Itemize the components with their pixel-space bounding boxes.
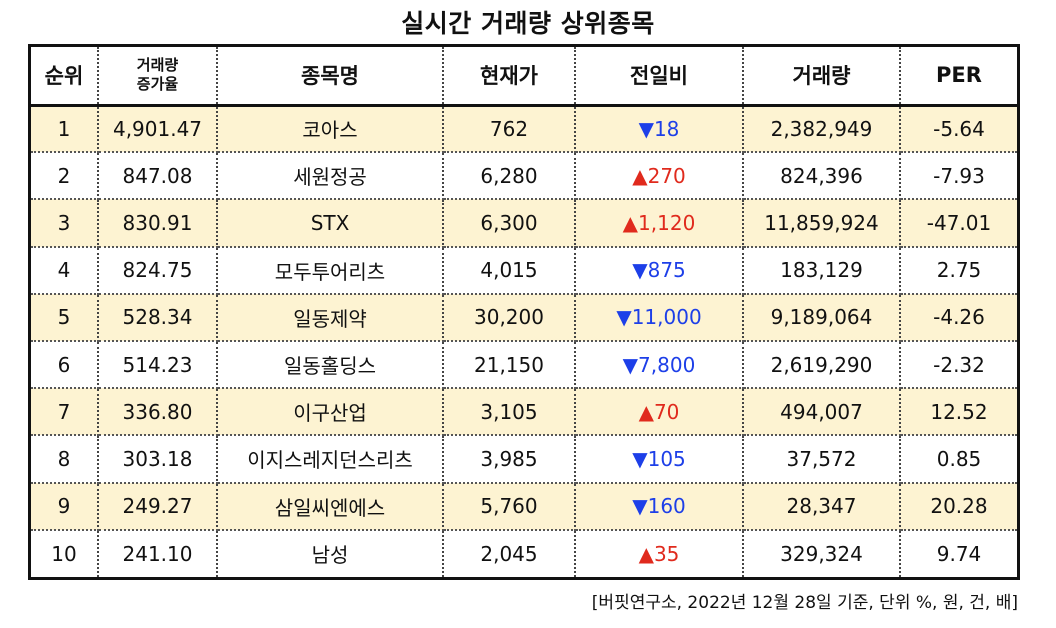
cell-per: 0.85 [900, 435, 1017, 484]
cell-per: -47.01 [900, 199, 1017, 248]
source-footnote: [버핏연구소, 2022년 12월 28일 기준, 단위 %, 원, 건, 배] [591, 593, 1018, 613]
cell-rank: 10 [31, 529, 99, 577]
cell-rank: 5 [31, 293, 99, 342]
cell-volume: 11,859,924 [743, 199, 901, 248]
cell-per: 9.74 [936, 541, 982, 566]
cell-change: ▼105 [575, 435, 744, 484]
col-header-volume: 거래량 [743, 47, 901, 107]
cell-per: 20.28 [900, 482, 1017, 531]
cell-volume-increase: 303.18 [98, 435, 218, 484]
table-row: 10 241.10 남성 2,045 ▲35 329,324 9.74 [31, 529, 1017, 577]
cell-volume-increase: 824.75 [98, 246, 218, 295]
cell-stock-name: 삼일씨엔에스 [217, 482, 444, 531]
cell-volume-increase: 514.23 [98, 340, 218, 390]
cell-price: 5,760 [443, 482, 576, 531]
cell-stock-name: 일동홀딩스 [217, 340, 444, 390]
cell-price: 21,150 [443, 340, 576, 390]
table-row: 8 303.18 이지스레지던스리츠 3,985 ▼105 37,572 0.85 [31, 435, 1017, 484]
table-row: 6 514.23 일동홀딩스 21,150 ▼7,800 2,619,290 -2.32 [31, 340, 1017, 390]
cell-rank: 1 [31, 105, 99, 154]
cell-volume-increase: 249.27 [98, 482, 218, 531]
cell-price: 4,015 [443, 246, 576, 295]
cell-change: ▼160 [575, 482, 744, 531]
cell-volume-increase: 830.91 [98, 199, 218, 248]
cell-rank: 4 [31, 246, 99, 295]
cell-price: 6,280 [443, 152, 576, 201]
col-header-price: 현재가 [443, 47, 576, 107]
cell-price: 30,200 [443, 293, 576, 342]
col-header-volume-increase: 거래량 증가율 [98, 47, 218, 107]
cell-volume-increase: 336.80 [98, 388, 218, 437]
cell-price: 3,985 [443, 435, 576, 484]
cell-volume-increase: 847.08 [98, 152, 218, 201]
col-header-change: 전일비 [575, 47, 744, 107]
cell-change: ▼18 [575, 105, 744, 154]
cell-rank: 2 [31, 152, 99, 201]
cell-per: 2.75 [900, 246, 1017, 295]
cell-volume: 37,572 [743, 435, 901, 484]
cell-volume: 9,189,064 [743, 293, 901, 342]
table-row: 1 4,901.47 코아스 762 ▼18 2,382,949 -5.64 [31, 105, 1017, 154]
cell-stock-name: 일동제약 [217, 293, 444, 342]
table-row: 5 528.34 일동제약 30,200 ▼11,000 9,189,064 -4.26 [31, 293, 1017, 342]
cell-rank: 9 [31, 482, 99, 531]
cell-volume: 183,129 [743, 246, 901, 295]
cell-volume: 28,347 [743, 482, 901, 531]
cell-volume-increase: 241.10 [98, 529, 218, 577]
cell-per: -4.26 [900, 293, 1017, 342]
table-row: 7 336.80 이구산업 3,105 ▲70 494,007 12.52 [31, 388, 1017, 437]
cell-stock-name: 이지스레지던스리츠 [217, 435, 444, 484]
cell-volume: 329,324 [743, 529, 901, 577]
cell-stock-name: 세원정공 [217, 152, 444, 201]
cell-change: ▼7,800 [575, 340, 744, 390]
cell-stock-name: STX [217, 199, 444, 248]
cell-price: 6,300 [443, 199, 576, 248]
cell-stock-name: 이구산업 [217, 388, 444, 437]
cell-volume: 2,619,290 [743, 340, 901, 390]
table-row: 4 824.75 모두투어리츠 4,015 ▼875 183,129 2.75 [31, 246, 1017, 295]
cell-stock-name: 남성 [217, 529, 444, 577]
cell-per: -2.32 [900, 340, 1017, 390]
cell-change: ▲35 [575, 529, 744, 577]
col-header-volume-increase-label: 거래량 증가율 [136, 56, 179, 94]
table-header-row: 순위 거래량 증가율 종목명 현재가 전일비 거래량 PER [31, 47, 1017, 107]
cell-volume-increase: 528.34 [98, 293, 218, 342]
table-row: 2 847.08 세원정공 6,280 ▲270 824,396 -7.93 [31, 152, 1017, 201]
volume-ranking-table: 순위 거래량 증가율 종목명 현재가 전일비 거래량 PER 1 4,901.47… [28, 44, 1020, 580]
cell-change: ▼875 [575, 246, 744, 295]
col-header-rank: 순위 [31, 47, 99, 107]
cell-volume-increase: 4,901.47 [98, 105, 218, 154]
cell-change: ▲1,120 [575, 199, 744, 248]
cell-volume: 824,396 [743, 152, 901, 201]
cell-volume: 494,007 [743, 388, 901, 437]
cell-volume: 2,382,949 [743, 105, 901, 154]
cell-rank: 6 [31, 340, 99, 390]
cell-per: 12.52 [900, 388, 1017, 437]
cell-stock-name: 코아스 [217, 105, 444, 154]
table-row: 3 830.91 STX 6,300 ▲1,120 11,859,924 -47.01 [31, 199, 1017, 248]
cell-per: -7.93 [900, 152, 1017, 201]
cell-change: ▲70 [575, 388, 744, 437]
table-row: 9 249.27 삼일씨엔에스 5,760 ▼160 28,347 20.28 [31, 482, 1017, 531]
cell-change: ▲270 [575, 152, 744, 201]
cell-stock-name: 모두투어리츠 [217, 246, 444, 295]
cell-rank: 8 [31, 435, 99, 484]
cell-price: 2,045 [443, 529, 576, 577]
page-title: 실시간 거래량 상위종목 [401, 9, 655, 38]
cell-price: 762 [443, 105, 576, 154]
cell-per: -5.64 [900, 105, 1017, 154]
cell-change: ▼11,000 [575, 293, 744, 342]
cell-rank: 7 [31, 388, 99, 437]
cell-price: 3,105 [443, 388, 576, 437]
col-header-per: PER [900, 47, 1017, 107]
cell-rank: 3 [31, 199, 99, 248]
col-header-name: 종목명 [217, 47, 444, 107]
